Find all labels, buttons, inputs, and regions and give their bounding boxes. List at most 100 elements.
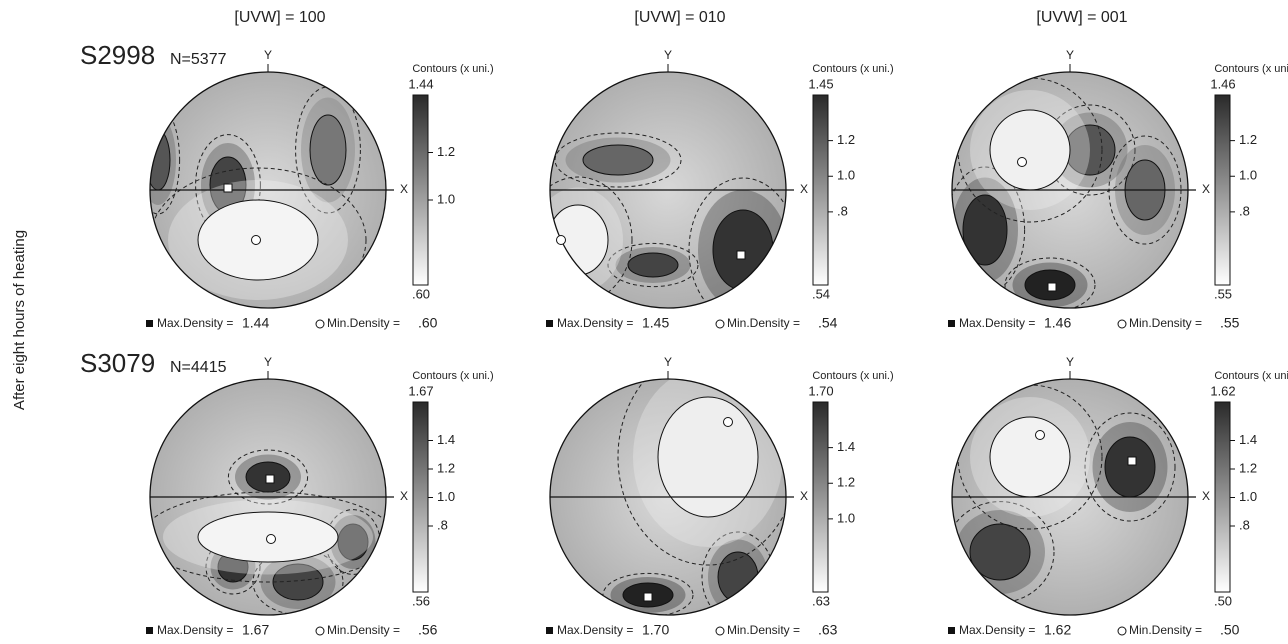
color-bar	[1214, 94, 1231, 286]
scale-tick-label: 1.4	[837, 439, 855, 454]
column-header: [UVW] = 010	[634, 9, 725, 26]
contour-dashed	[952, 166, 1026, 294]
contour-dashed	[688, 177, 786, 308]
max-marker	[1047, 282, 1057, 292]
min-density-label: Min.Density =	[727, 623, 800, 637]
scale-tick-label: .8	[437, 517, 448, 532]
max-density-value: 1.67	[242, 622, 269, 638]
min-marker	[266, 534, 276, 544]
min-marker	[556, 235, 566, 245]
density-blob	[337, 523, 369, 561]
x-axis-label: X	[800, 489, 808, 503]
contour-dashed	[1004, 257, 1096, 308]
max-density-label: Max.Density =	[959, 316, 1035, 330]
min-density-label: Min.Density =	[1129, 623, 1202, 637]
sample-count: N=4415	[170, 359, 227, 376]
scale-min: .50	[1214, 593, 1232, 608]
scale-max: 1.46	[1210, 76, 1235, 91]
scale-tick-label: .8	[1239, 203, 1250, 218]
density-blob	[969, 523, 1031, 581]
contour-dashed	[150, 491, 386, 583]
scale-tick-label: 1.2	[1239, 460, 1257, 475]
max-density-value: 1.44	[242, 315, 269, 331]
scale-max: 1.45	[808, 76, 833, 91]
y-axis-label: Y	[264, 48, 272, 62]
min-marker	[1035, 430, 1045, 440]
color-bar	[412, 94, 429, 286]
max-symbol	[146, 320, 153, 327]
contour-dashed	[295, 86, 361, 214]
max-symbol	[948, 320, 955, 327]
x-axis-label: X	[1202, 489, 1210, 503]
max-density-value: 1.70	[642, 622, 669, 638]
min-density-value: .60	[418, 315, 438, 331]
max-density-value: 1.46	[1044, 315, 1071, 331]
scale-tick-label: 1.2	[437, 144, 455, 159]
max-density-value: 1.62	[1044, 622, 1071, 638]
min-density-value: .56	[418, 622, 438, 638]
x-axis-label: X	[400, 182, 408, 196]
scale-tick-label: 1.4	[1239, 432, 1257, 447]
min-symbol	[1117, 319, 1127, 329]
min-density-value: .55	[1220, 315, 1240, 331]
max-density-label: Max.Density =	[959, 623, 1035, 637]
scale-max: 1.44	[408, 76, 433, 91]
contour-dashed	[617, 379, 786, 566]
scale-tick-label: 1.0	[437, 489, 455, 504]
scale-min: .60	[412, 286, 430, 301]
x-axis-label: X	[400, 489, 408, 503]
max-marker	[265, 474, 275, 484]
max-marker	[223, 183, 233, 193]
min-density-label: Min.Density =	[327, 623, 400, 637]
min-density-label: Min.Density =	[327, 316, 400, 330]
contour-label: Contours (x uni.)	[1214, 63, 1288, 75]
contour-dashed	[952, 501, 1055, 603]
y-axis-label: Y	[664, 355, 672, 369]
max-marker	[643, 592, 653, 602]
scale-tick-label: 1.2	[437, 460, 455, 475]
max-symbol	[948, 627, 955, 634]
max-density-value: 1.45	[642, 315, 669, 331]
min-marker	[723, 417, 733, 427]
scale-tick-label: 1.0	[837, 510, 855, 525]
max-symbol	[546, 627, 553, 634]
color-bar	[812, 94, 829, 286]
scale-max: 1.67	[408, 383, 433, 398]
density-blob	[150, 129, 171, 191]
scale-tick-label: 1.4	[437, 432, 455, 447]
contour-label: Contours (x uni.)	[812, 370, 893, 382]
contour-label: Contours (x uni.)	[812, 63, 893, 75]
y-axis-label: Y	[264, 355, 272, 369]
density-blob	[989, 109, 1071, 191]
scale-tick-label: .8	[837, 203, 848, 218]
density-blob	[712, 209, 774, 291]
y-axis-label: Y	[1066, 355, 1074, 369]
max-density-label: Max.Density =	[157, 316, 233, 330]
sample-label: S3079	[80, 348, 155, 378]
scale-min: .54	[812, 286, 830, 301]
x-axis-label: X	[1202, 182, 1210, 196]
min-marker	[1017, 157, 1027, 167]
min-marker	[251, 235, 261, 245]
density-blob	[657, 396, 759, 518]
contour-dashed	[227, 449, 309, 505]
min-density-value: .63	[818, 622, 838, 638]
density-blob	[962, 194, 1008, 266]
column-header: [UVW] = 100	[234, 9, 325, 26]
min-symbol	[1117, 626, 1127, 636]
density-blob	[309, 114, 347, 186]
scale-min: .56	[412, 593, 430, 608]
max-symbol	[546, 320, 553, 327]
scale-max: 1.70	[808, 383, 833, 398]
scale-tick-label: 1.2	[837, 475, 855, 490]
max-marker	[1127, 456, 1137, 466]
contour-label: Contours (x uni.)	[412, 63, 493, 75]
min-symbol	[315, 319, 325, 329]
scale-tick-label: 1.2	[1239, 132, 1257, 147]
contour-dashed	[554, 132, 682, 188]
contour-dashed	[150, 105, 181, 215]
scale-tick-label: 1.2	[837, 132, 855, 147]
max-symbol	[146, 627, 153, 634]
max-density-label: Max.Density =	[557, 316, 633, 330]
